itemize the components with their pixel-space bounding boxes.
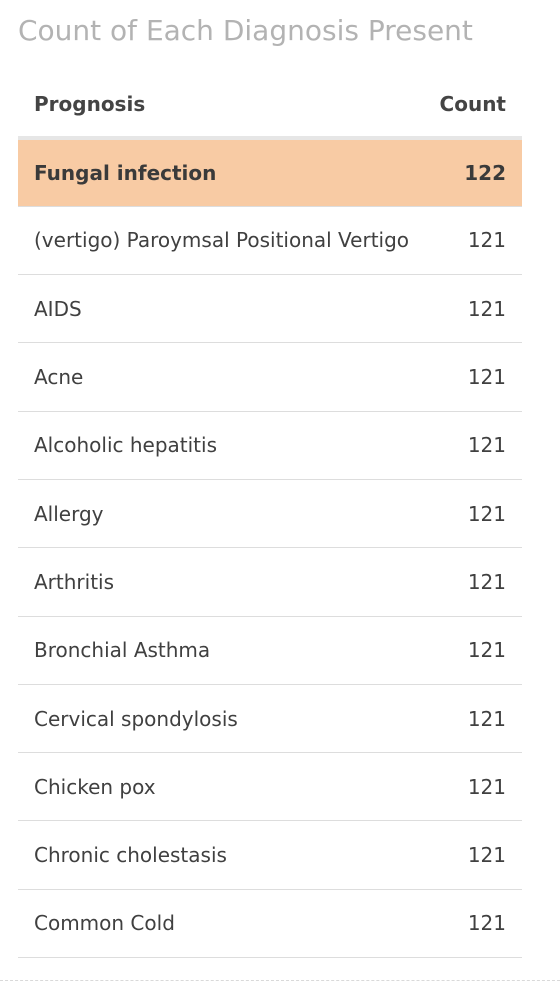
table-row[interactable]: Chronic cholestasis 121 <box>18 820 522 890</box>
count-cell: 121 <box>422 684 522 754</box>
table-row[interactable]: Chicken pox 121 <box>18 752 522 822</box>
table-row[interactable]: (vertigo) Paroymsal Positional Vertigo 12… <box>18 206 522 276</box>
column-header-count[interactable]: Count <box>422 72 522 140</box>
count-cell: 121 <box>422 820 522 890</box>
count-cell: 121 <box>422 752 522 822</box>
count-cell: 122 <box>422 138 522 207</box>
count-cell: 121 <box>422 889 522 959</box>
table-row[interactable]: Arthritis 121 <box>18 547 522 617</box>
table-row[interactable]: Bronchial Asthma 121 <box>18 616 522 685</box>
prognosis-cell: Cervical spondylosis <box>18 684 422 754</box>
prognosis-cell: Arthritis <box>18 547 422 617</box>
count-cell: 121 <box>422 616 522 685</box>
prognosis-cell: Bronchial Asthma <box>18 616 422 685</box>
count-cell: 121 <box>422 411 522 480</box>
header-row: Prognosis Count <box>18 72 522 140</box>
count-cell: 121 <box>422 547 522 617</box>
bottom-divider <box>0 980 560 981</box>
table-row[interactable]: Alcoholic hepatitis 121 <box>18 411 522 480</box>
prognosis-cell: Allergy <box>18 479 422 549</box>
table-row[interactable]: Cervical spondylosis 121 <box>18 684 522 754</box>
prognosis-cell: Acne <box>18 342 422 412</box>
table-row[interactable]: Common Cold 121 <box>18 889 522 959</box>
prognosis-cell: AIDS <box>18 274 422 344</box>
diagnosis-table-container: Prognosis Count Fungal infection 122 (vert… <box>18 72 522 959</box>
table-header: Prognosis Count <box>18 72 522 140</box>
prognosis-cell: (vertigo) Paroymsal Positional Vertigo <box>18 206 422 276</box>
count-cell: 121 <box>422 342 522 412</box>
table-body: Fungal infection 122 (vertigo) Paroymsal P… <box>18 138 522 959</box>
prognosis-cell: Fungal infection <box>18 138 422 207</box>
diagnosis-table: Prognosis Count Fungal infection 122 (vert… <box>18 72 522 959</box>
table-row[interactable]: AIDS 121 <box>18 274 522 344</box>
prognosis-cell: Chicken pox <box>18 752 422 822</box>
prognosis-cell: Common Cold <box>18 889 422 959</box>
count-cell: 121 <box>422 479 522 549</box>
count-cell: 121 <box>422 206 522 276</box>
chart-title: Count of Each Diagnosis Present <box>18 14 473 47</box>
table-row[interactable]: Allergy 121 <box>18 479 522 549</box>
table-row-highlighted[interactable]: Fungal infection 122 <box>18 138 522 207</box>
column-header-prognosis[interactable]: Prognosis <box>18 72 422 140</box>
prognosis-cell: Chronic cholestasis <box>18 820 422 890</box>
count-cell: 121 <box>422 274 522 344</box>
table-row[interactable]: Acne 121 <box>18 342 522 412</box>
prognosis-cell: Alcoholic hepatitis <box>18 411 422 480</box>
